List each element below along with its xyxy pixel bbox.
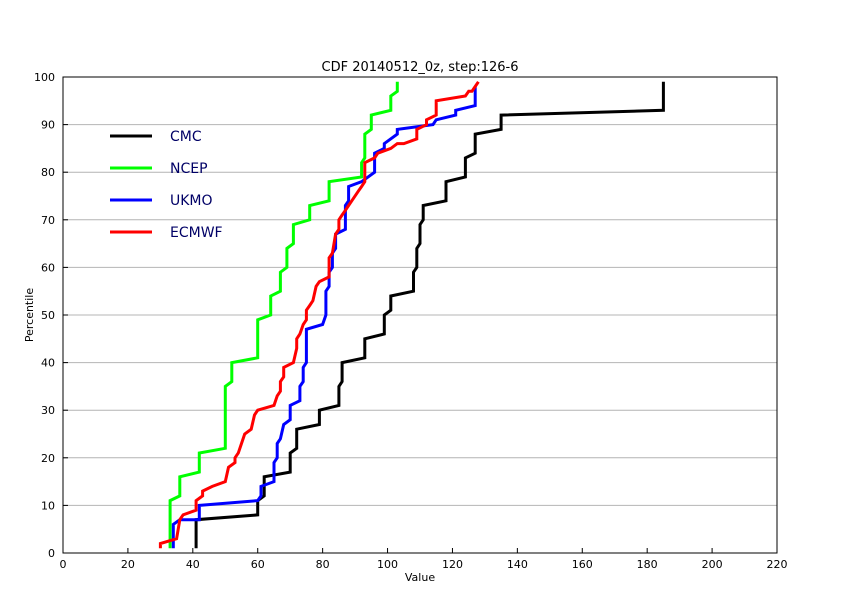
series-line-cmc: [194, 81, 665, 549]
x-tick-label: 0: [60, 558, 67, 571]
grid-lines: [63, 124, 777, 506]
x-tick-label: 80: [316, 558, 330, 571]
series-line-ncep: [168, 81, 399, 549]
y-axis-label: Percentile: [23, 288, 36, 343]
x-tick-label: 200: [702, 558, 723, 571]
series-line-ukmo: [171, 86, 477, 549]
series-lines: [158, 80, 665, 549]
x-tick-label: 180: [637, 558, 658, 571]
x-tick-label: 20: [121, 558, 135, 571]
y-axis-ticks: 0 10 20 30 40 50 60 70 80 90 100: [34, 71, 68, 560]
y-tick-label: 90: [41, 119, 55, 132]
x-axis-ticks: 0 20 40 60 80 100 120 140 160 180 200 220: [60, 548, 788, 571]
y-tick-label: 70: [41, 214, 55, 227]
y-tick-label: 0: [48, 547, 55, 560]
x-tick-label: 160: [572, 558, 593, 571]
y-tick-label: 10: [41, 499, 55, 512]
legend-label-ecmwf: ECMWF: [170, 225, 223, 241]
y-tick-label: 100: [34, 71, 55, 84]
legend: CMC NCEP UKMO ECMWF: [110, 129, 223, 241]
y-tick-label: 80: [41, 166, 55, 179]
x-axis-label: Value: [405, 571, 435, 584]
x-tick-label: 60: [251, 558, 265, 571]
series-line-ecmwf: [158, 80, 480, 549]
x-tick-label: 120: [442, 558, 463, 571]
y-tick-label: 40: [41, 357, 55, 370]
legend-label-ncep: NCEP: [170, 161, 208, 177]
x-tick-label: 220: [767, 558, 788, 571]
x-tick-label: 100: [377, 558, 398, 571]
x-tick-label: 40: [186, 558, 200, 571]
chart-title: CDF 20140512_0z, step:126-6: [322, 60, 519, 75]
legend-label-cmc: CMC: [170, 129, 202, 145]
y-tick-label: 60: [41, 261, 55, 274]
x-tick-label: 140: [507, 558, 528, 571]
y-tick-label: 50: [41, 309, 55, 322]
y-tick-label: 20: [41, 452, 55, 465]
y-tick-label: 30: [41, 404, 55, 417]
legend-label-ukmo: UKMO: [170, 193, 213, 209]
